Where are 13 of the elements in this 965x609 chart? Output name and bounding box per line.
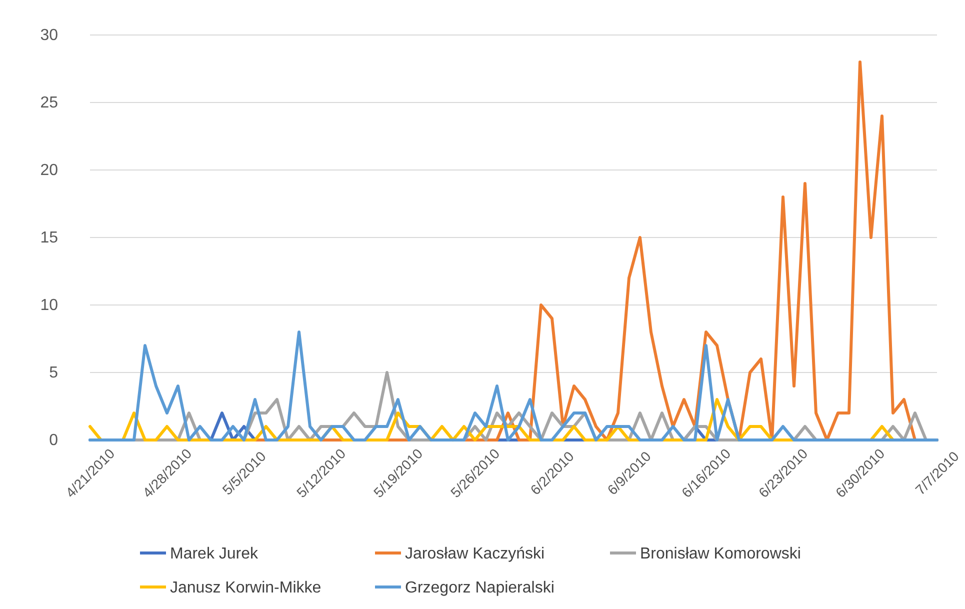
legend-label: Marek Jurek (170, 546, 260, 563)
y-tick-label: 25 (40, 94, 58, 112)
y-tick-label: 5 (49, 364, 58, 382)
y-tick-label: 0 (49, 432, 58, 450)
legend-label: Janusz Korwin-Mikke (170, 580, 322, 597)
legend-label: Grzegorz Napieralski (405, 580, 554, 597)
y-tick-label: 15 (40, 230, 58, 247)
line-series (88, 330, 938, 442)
y-tick-label: 30 (40, 27, 58, 44)
legend-label: Jarosław Kaczyński (405, 546, 545, 563)
y-tick-label: 10 (40, 297, 58, 314)
legend-label: Bronisław Komorowski (640, 546, 801, 563)
y-tick-label: 20 (40, 162, 58, 180)
